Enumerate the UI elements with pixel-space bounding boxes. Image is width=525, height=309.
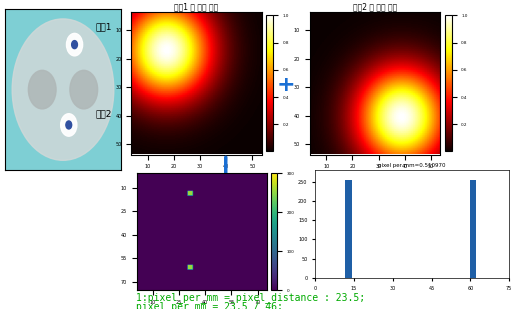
Circle shape: [66, 121, 71, 129]
Circle shape: [67, 33, 82, 56]
Text: 1:pixel_per_mm = pixel_distance : 23.5;: 1:pixel_per_mm = pixel_distance : 23.5;: [136, 292, 365, 303]
Text: +: +: [277, 75, 296, 95]
Text: 시료2: 시료2: [95, 109, 111, 118]
Bar: [470, 180, 476, 278]
Title: 시료1 를 상단 설치: 시료1 를 상단 설치: [174, 2, 219, 11]
Circle shape: [70, 70, 98, 109]
Circle shape: [71, 40, 78, 49]
Circle shape: [61, 114, 77, 136]
Title: 시료2 를 상단 설치: 시료2 를 상단 설치: [353, 2, 397, 11]
Title: pixel per mm=0.510970: pixel per mm=0.510970: [379, 163, 446, 168]
Circle shape: [28, 70, 56, 109]
Text: pixel_per_mm = 23.5 / 46;: pixel_per_mm = 23.5 / 46;: [136, 301, 284, 309]
Text: 시료1: 시료1: [95, 22, 111, 31]
Circle shape: [12, 19, 114, 160]
Bar: [345, 180, 352, 278]
